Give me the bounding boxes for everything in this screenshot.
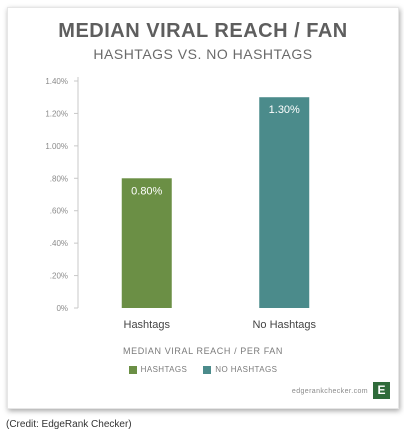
legend-swatch-hashtags (128, 365, 137, 374)
bar-value-label: 0.80% (131, 185, 162, 197)
x-category-label: No Hashtags (252, 319, 316, 331)
chart-subtitle: HASHTAGS VS. NO HASHTAGS (93, 46, 313, 62)
legend-swatch-no-hashtags (203, 365, 212, 374)
site-url: edgerankchecker.com (291, 388, 368, 395)
bar-plot: 0% .20% .40% .60% .80% 1.00% 1.20% 1.40% 0.80% Ha… (45, 77, 317, 331)
chart-title: MEDIAN VIRAL REACH / FAN (58, 20, 348, 42)
chart-card: MEDIAN VIRAL REACH / FAN HASHTAGS VS. NO… (7, 7, 399, 409)
y-tick-label: 0% (56, 304, 68, 313)
bar (121, 178, 172, 308)
y-tick-label: 1.20% (45, 109, 68, 118)
y-tick-label: .80% (50, 174, 68, 183)
x-axis-label: MEDIAN VIRAL REACH / PER FAN (123, 346, 283, 356)
y-tick-label: 1.00% (45, 142, 68, 151)
y-tick-label: 1.40% (45, 77, 68, 86)
legend: HASHTAGS NO HASHTAGS (8, 365, 398, 374)
legend-item-no-hashtags: NO HASHTAGS (203, 365, 277, 374)
legend-label-hashtags: HASHTAGS (140, 365, 188, 374)
y-tick-label: .20% (50, 272, 68, 281)
image-credit: (Credit: EdgeRank Checker) (6, 419, 132, 430)
edgerank-logo-icon: E (373, 382, 390, 399)
y-tick-label: .40% (50, 239, 68, 248)
y-tick-label: .60% (50, 207, 68, 216)
x-category-label: Hashtags (124, 319, 171, 331)
bar (259, 97, 310, 308)
bar-value-label: 1.30% (269, 104, 300, 116)
legend-label-no-hashtags: NO HASHTAGS (215, 365, 278, 374)
legend-item-hashtags: HASHTAGS (128, 365, 188, 374)
